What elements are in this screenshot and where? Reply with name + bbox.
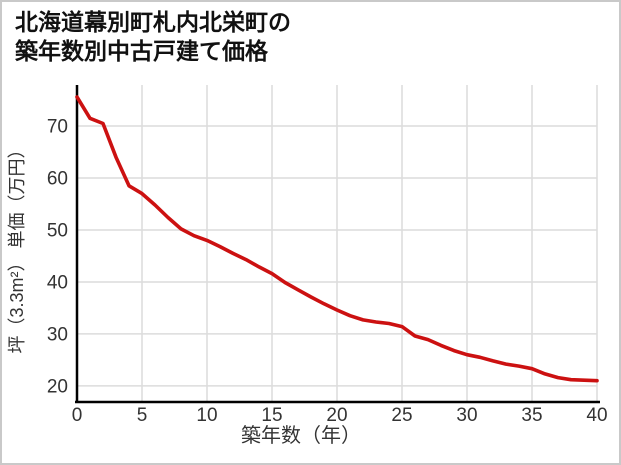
y-tick-label: 30 xyxy=(47,324,68,345)
x-tick-label: 30 xyxy=(456,405,477,426)
y-tick-label: 70 xyxy=(47,117,68,138)
x-tick-label: 35 xyxy=(521,405,542,426)
y-axis-title: 坪（3.3m²） 単価（万円） xyxy=(7,140,27,353)
x-tick-label: 25 xyxy=(391,405,412,426)
x-tick-label: 10 xyxy=(196,405,217,426)
y-tick-label: 60 xyxy=(47,169,68,190)
y-tick-label: 20 xyxy=(47,376,68,397)
chart-title-line2: 築年数別中古戸建て価格 xyxy=(15,38,268,64)
x-tick-label: 0 xyxy=(72,405,83,426)
chart-title-line1: 北海道幕別町札内北栄町の xyxy=(15,9,291,35)
y-tick-label: 50 xyxy=(47,220,68,241)
x-tick-label: 15 xyxy=(261,405,282,426)
x-tick-label: 40 xyxy=(586,405,607,426)
price-line xyxy=(75,95,599,383)
x-tick-label: 5 xyxy=(137,405,148,426)
chart-title: 北海道幕別町札内北栄町の 築年数別中古戸建て価格 xyxy=(15,8,291,66)
y-tick-label: 40 xyxy=(47,272,68,293)
x-tick-label: 20 xyxy=(326,405,347,426)
x-axis-title: 築年数（年） xyxy=(241,424,361,447)
